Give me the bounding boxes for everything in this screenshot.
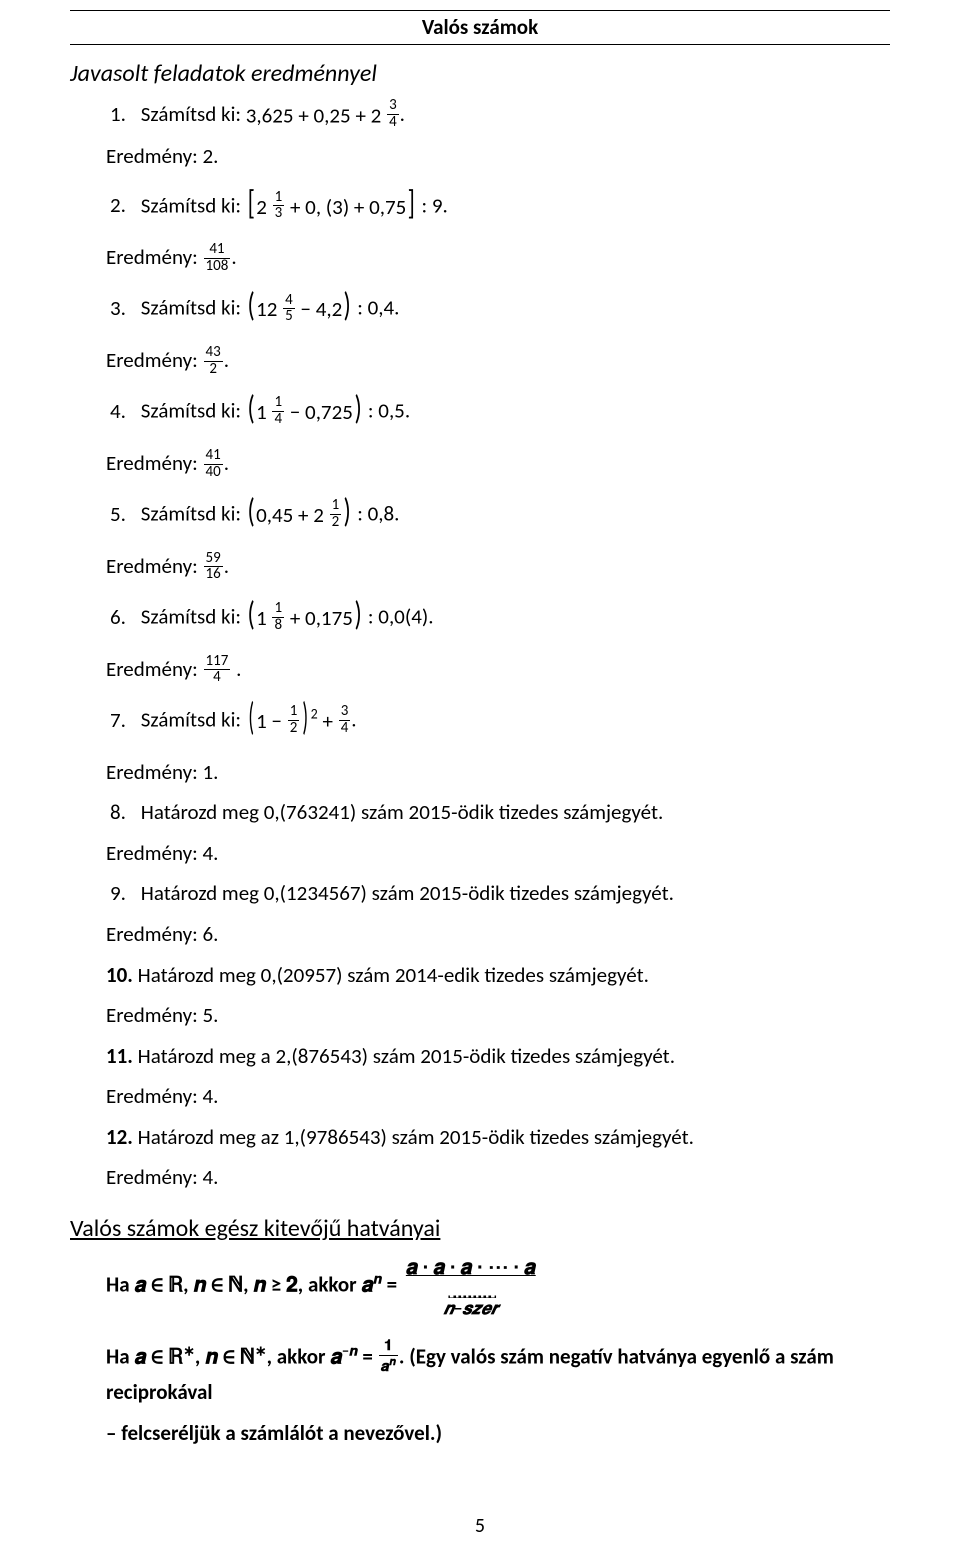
problem-10: 10. Határozd meg 0,(20957) szám 2014-edi… <box>106 959 890 992</box>
power: 2 <box>311 706 318 723</box>
pnum: 1. <box>110 98 136 131</box>
pnum: 11. <box>106 1040 133 1073</box>
pnum: 10. <box>106 959 133 992</box>
fraction: 1 3 <box>273 190 285 223</box>
fraction: 43 2 <box>204 345 223 378</box>
result-8: Eredmény: 4. <box>106 837 890 870</box>
fraction: 1 2 <box>330 498 342 531</box>
expr: 3,625 + 0,25 + 2 <box>246 102 382 128</box>
lead: Számítsd ki: <box>141 101 246 127</box>
fraction: 41 40 <box>204 448 223 481</box>
result-2: Eredmény: 41 108 . <box>106 241 890 275</box>
fraction: 117 4 <box>204 654 231 687</box>
problem-1: 1. Számítsd ki: 3,625 + 0,25 + 2 3 4 . <box>110 98 890 132</box>
fraction: 41 108 <box>204 242 231 275</box>
lead: Számítsd ki: <box>141 707 246 733</box>
lparen: ( <box>247 589 254 642</box>
problem-2: 2. Számítsd ki: [2 1 3 + 0, (3) + 0,75] … <box>110 181 890 234</box>
result-7: Eredmény: 1. <box>106 756 890 789</box>
fraction: 4 5 <box>283 293 295 326</box>
rparen: ) <box>303 688 309 749</box>
problem-9: 9. Határozd meg 0,(1234567) szám 2015-öd… <box>110 877 890 910</box>
section-title-powers: Valós számok egész kitevőjű hatványai <box>70 1210 890 1247</box>
problem-5: 5. Számítsd ki: (0,45 + 2 1 2 ) : 0,8. <box>110 489 890 542</box>
problem-4: 4. Számítsd ki: (1 1 4 − 0,725) : 0,5. <box>110 386 890 439</box>
result-3: Eredmény: 43 2 . <box>106 344 890 378</box>
rbracket: ] <box>408 178 415 231</box>
problem-8: 8. Határozd meg 0,(763241) szám 2015-ödi… <box>110 796 890 829</box>
result-1: Eredmény: 2. <box>106 140 890 173</box>
pnum: 3. <box>110 292 136 325</box>
header-title: Valós számok <box>422 14 538 40</box>
lparen: ( <box>247 280 254 333</box>
text: Határozd meg a 2,(876543) szám 2015-ödik… <box>138 1043 675 1069</box>
section-title-problems: Javasolt feladatok eredménnyel <box>70 55 890 92</box>
result-12: Eredmény: 4. <box>106 1161 890 1194</box>
pnum: 12. <box>106 1121 133 1154</box>
problem-11: 11. Határozd meg a 2,(876543) szám 2015-… <box>106 1040 890 1073</box>
pnum: 7. <box>110 704 136 737</box>
fraction: 1 4 <box>272 395 284 428</box>
result-4: Eredmény: 41 40 . <box>106 447 890 481</box>
text: Határozd meg 0,(1234567) szám 2015-ödik … <box>141 880 674 906</box>
result-11: Eredmény: 4. <box>106 1080 890 1113</box>
rparen: ) <box>354 383 361 436</box>
lparen: ( <box>247 383 254 436</box>
lead: Számítsd ki: <box>141 295 246 321</box>
problem-3: 3. Számítsd ki: (12 4 5 − 4,2) : 0,4. <box>110 283 890 336</box>
rparen: ) <box>344 280 351 333</box>
problem-7: 7. Számítsd ki: (1 − 1 2 )2 + 3 4 . <box>110 695 890 748</box>
pnum: 9. <box>110 877 136 910</box>
lparen: ( <box>247 486 254 539</box>
result-6: Eredmény: 117 4 . <box>106 653 890 687</box>
fraction: 59 16 <box>204 551 223 584</box>
fraction: 1 8 <box>272 601 284 634</box>
page-header: Valós számok <box>70 10 890 45</box>
definition-1: Ha 𝒂 ∈ ℝ, 𝒏 ∈ ℕ, 𝒏 ≥ 𝟐, akkor 𝒂𝒏 = 𝒂 ∙ 𝒂… <box>106 1251 890 1322</box>
tail: . <box>400 101 405 127</box>
result-9: Eredmény: 6. <box>106 918 890 951</box>
lead: Számítsd ki: <box>141 192 246 218</box>
result-10: Eredmény: 5. <box>106 999 890 1032</box>
lbracket: [ <box>247 178 254 231</box>
text: Határozd meg az 1,(9786543) szám 2015-öd… <box>138 1124 694 1150</box>
pnum: 5. <box>110 498 136 531</box>
pnum: 6. <box>110 601 136 634</box>
text: Határozd meg 0,(763241) szám 2015-ödik t… <box>141 799 664 825</box>
pnum: 8. <box>110 796 136 829</box>
page-number: 5 <box>0 1511 960 1542</box>
problem-12: 12. Határozd meg az 1,(9786543) szám 201… <box>106 1121 890 1154</box>
result-5: Eredmény: 59 16 . <box>106 550 890 584</box>
fraction: 3 4 <box>387 98 399 131</box>
fraction: 𝟏 𝒂𝒏 <box>379 1339 398 1376</box>
rparen: ) <box>354 589 361 642</box>
lead: Számítsd ki: <box>141 398 246 424</box>
rparen: ) <box>344 486 351 539</box>
lead: Számítsd ki: <box>141 501 246 527</box>
fraction: 3 4 <box>339 704 351 737</box>
page: Valós számok Javasolt feladatok eredménn… <box>0 0 960 1568</box>
fraction: 1 2 <box>288 704 300 737</box>
underbrace: 𝒂 ∙ 𝒂 ∙ 𝒂 ∙ ⋯ ∙ 𝒂 ⎵⎵⎵⎵⎵⎵⎵⎵⎵ 𝒏−𝒔𝒛𝒆𝒓 <box>406 1251 536 1322</box>
definition-2: Ha 𝒂 ∈ ℝ∗, 𝒏 ∈ ℕ∗, akkor 𝒂−𝒏 = 𝟏 𝒂𝒏 . (E… <box>106 1340 890 1450</box>
pnum: 4. <box>110 395 136 428</box>
lparen: ( <box>248 688 254 749</box>
problem-6: 6. Számítsd ki: (1 1 8 + 0,175) : 0,0(4)… <box>110 592 890 645</box>
pnum: 2. <box>110 189 136 222</box>
lead: Számítsd ki: <box>141 604 246 630</box>
text: Határozd meg 0,(20957) szám 2014-edik ti… <box>138 962 649 988</box>
